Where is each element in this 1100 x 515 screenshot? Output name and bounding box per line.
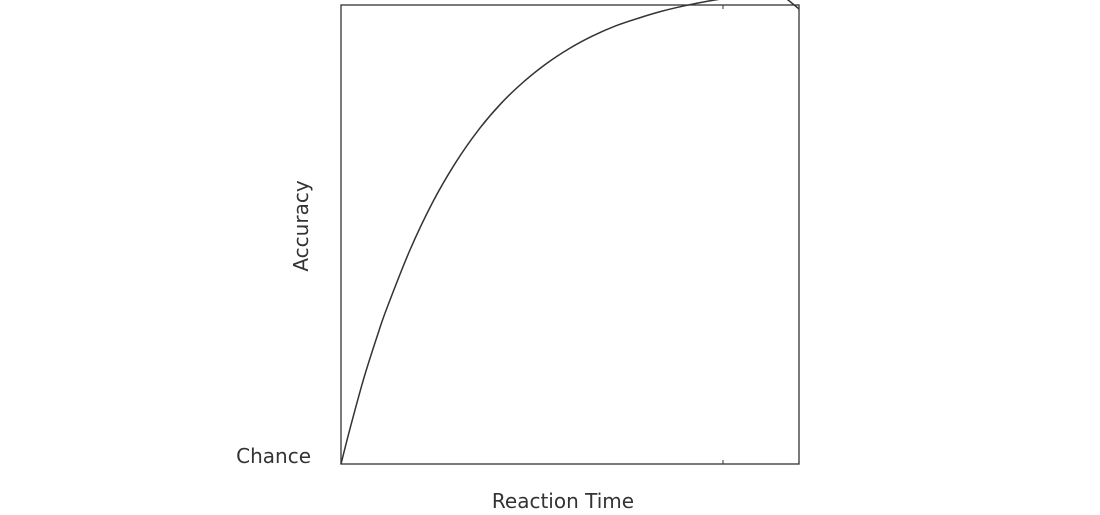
y-axis-label: Accuracy xyxy=(289,180,313,271)
plot-frame xyxy=(340,4,800,465)
y-tick-label-chance: Chance xyxy=(236,444,311,468)
accuracy-curve xyxy=(340,0,800,465)
x-axis-label: Reaction Time xyxy=(492,489,634,513)
